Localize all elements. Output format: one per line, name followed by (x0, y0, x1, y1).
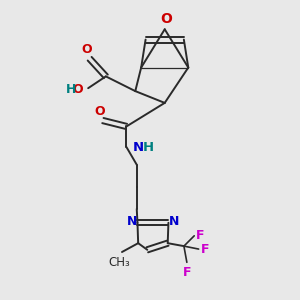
Text: H: H (142, 141, 154, 154)
Text: F: F (196, 229, 204, 242)
Text: N: N (133, 141, 144, 154)
Text: O: O (72, 83, 83, 96)
Text: N: N (169, 215, 179, 228)
Text: CH₃: CH₃ (109, 256, 130, 268)
Text: O: O (160, 12, 172, 26)
Text: H: H (65, 83, 76, 96)
Text: O: O (81, 44, 92, 56)
Text: F: F (183, 266, 191, 279)
Text: N: N (127, 215, 137, 228)
Text: F: F (201, 243, 209, 256)
Text: O: O (94, 105, 105, 118)
